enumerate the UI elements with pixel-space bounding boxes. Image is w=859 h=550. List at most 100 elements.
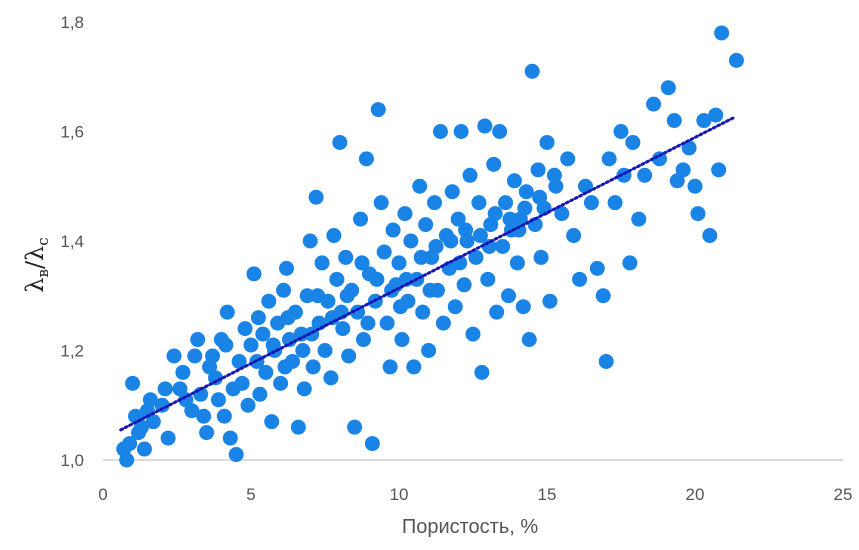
data-point (502, 211, 518, 227)
data-point (243, 337, 259, 353)
data-point (397, 206, 413, 222)
data-point (472, 228, 488, 244)
data-point (310, 288, 326, 304)
trendline (119, 116, 735, 432)
data-point (279, 260, 295, 276)
data-point (299, 288, 315, 304)
data-point (583, 195, 599, 211)
data-point (246, 266, 262, 282)
data-point (450, 211, 466, 227)
data-point (651, 151, 667, 167)
data-point (308, 189, 324, 205)
data-point (495, 238, 511, 254)
x-axis-label: Пористость, % (402, 516, 539, 538)
x-tick-label: 25 (834, 485, 853, 504)
data-point (711, 162, 727, 178)
data-point (462, 167, 478, 183)
y-tick-label: 1,0 (60, 451, 84, 470)
data-point (187, 348, 203, 364)
data-point (548, 178, 564, 194)
data-point (458, 222, 474, 238)
data-point (625, 134, 641, 150)
data-point (696, 113, 712, 129)
data-point (394, 332, 410, 348)
data-point (277, 359, 293, 375)
data-point (480, 271, 496, 287)
data-point (453, 124, 469, 139)
data-point (280, 310, 296, 326)
data-point (391, 255, 407, 271)
data-point (222, 430, 238, 446)
data-point (157, 381, 173, 397)
data-point (240, 397, 256, 413)
data-point (392, 299, 408, 315)
data-point (290, 419, 306, 435)
data-point (314, 255, 330, 271)
data-point (432, 124, 448, 139)
data-point (728, 52, 744, 68)
data-point (175, 364, 191, 380)
data-point (379, 315, 395, 331)
y-tick-label: 1,2 (60, 342, 84, 361)
data-point (486, 156, 502, 172)
data-point (406, 359, 422, 375)
data-point (228, 447, 244, 463)
data-point (714, 25, 730, 41)
data-point (323, 370, 339, 386)
data-point (335, 321, 351, 337)
data-point (125, 375, 141, 391)
data-point (428, 238, 444, 254)
data-point (360, 315, 376, 331)
data-point (622, 255, 638, 271)
data-point (295, 343, 311, 358)
data-point (210, 392, 226, 408)
x-tick-label: 20 (686, 485, 705, 504)
data-point (560, 151, 576, 167)
data-point (637, 167, 653, 183)
data-point (427, 195, 443, 211)
data-point (444, 184, 460, 200)
data-point (329, 271, 345, 287)
data-point (261, 293, 277, 309)
data-point (412, 178, 428, 194)
data-point (119, 452, 135, 468)
data-point (435, 315, 451, 331)
data-point (273, 375, 289, 391)
data-point (231, 353, 247, 369)
data-point (122, 436, 138, 452)
data-point (154, 397, 170, 413)
data-point (539, 134, 555, 150)
y-axis-label: λв/λc (21, 237, 52, 292)
data-point (219, 304, 235, 320)
data-point (524, 63, 540, 79)
data-point (376, 244, 392, 260)
data-point (353, 211, 369, 227)
data-point (518, 184, 534, 200)
data-point (447, 299, 463, 315)
data-point (296, 381, 312, 397)
data-point (205, 348, 221, 364)
data-point (443, 233, 459, 249)
data-point (358, 151, 374, 167)
data-point (492, 124, 508, 139)
data-points (116, 25, 744, 468)
data-point (145, 414, 161, 430)
data-point (160, 430, 176, 446)
data-point (385, 222, 401, 238)
data-point (521, 332, 537, 348)
data-point (264, 414, 280, 430)
data-point (250, 310, 266, 326)
y-axis-ticks: 1,0 1,2 1,4 1,6 1,8 (60, 13, 84, 470)
x-tick-label: 15 (538, 485, 557, 504)
data-point (216, 408, 232, 424)
data-point (184, 403, 200, 419)
data-point (456, 277, 472, 293)
data-point (631, 211, 647, 227)
y-tick-label: 1,6 (60, 123, 84, 142)
data-point (364, 436, 380, 452)
data-point (681, 140, 697, 156)
data-point (607, 195, 623, 211)
data-point (546, 167, 562, 183)
data-point (646, 96, 662, 112)
data-point (669, 173, 685, 189)
